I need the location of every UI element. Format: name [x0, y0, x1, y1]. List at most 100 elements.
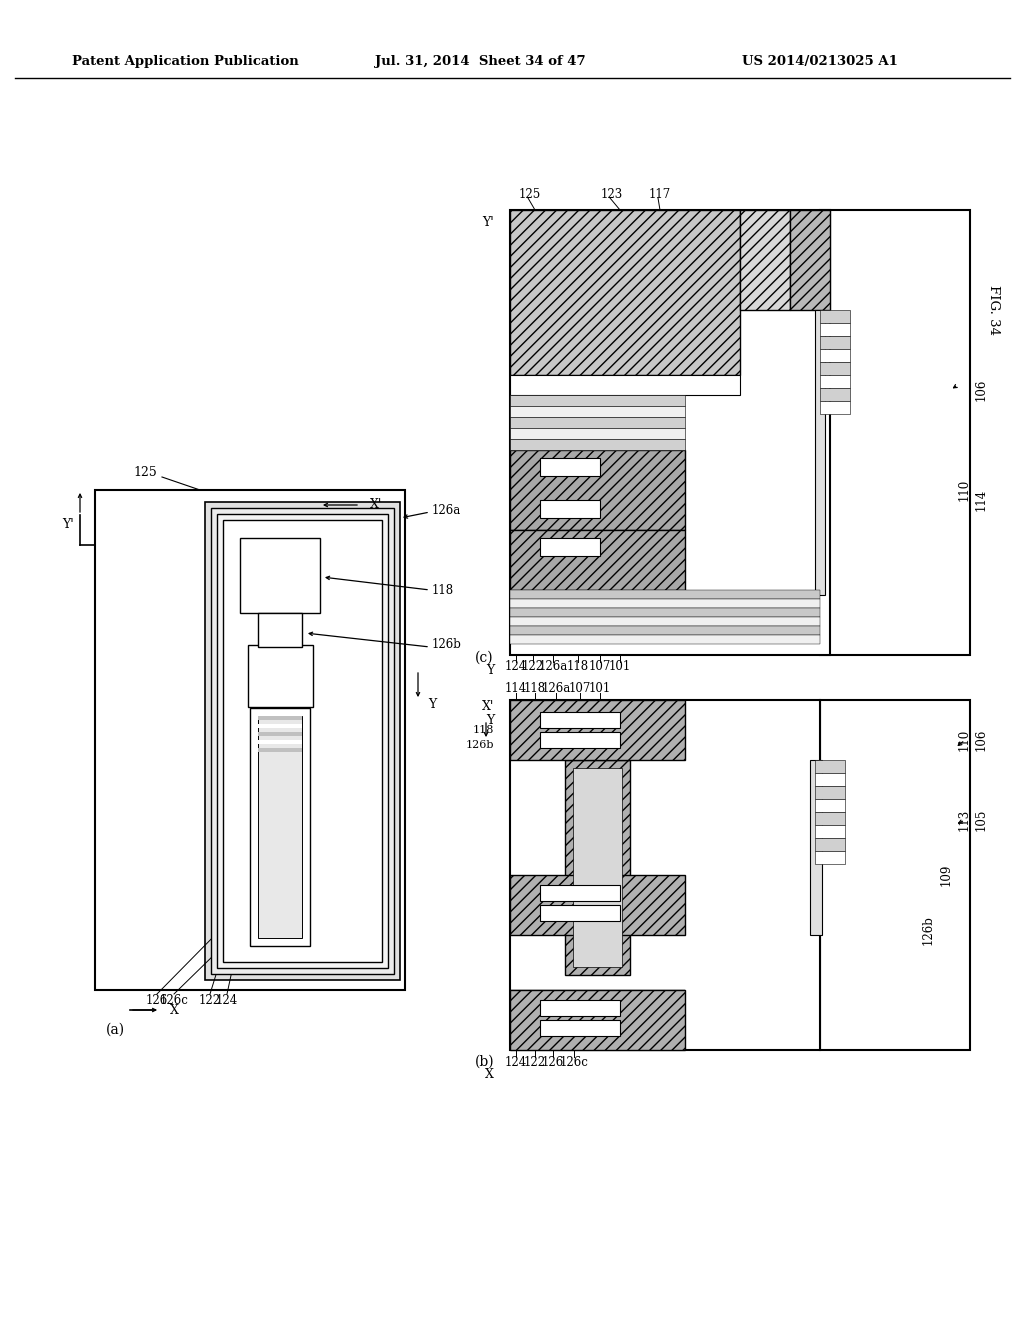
Bar [510, 875, 685, 935]
Text: 124: 124 [216, 994, 239, 1006]
Text: X': X' [481, 700, 494, 713]
Text: Y: Y [485, 714, 494, 726]
Bar [258, 733, 302, 737]
Bar [510, 700, 685, 710]
Bar [510, 440, 685, 450]
Bar [540, 458, 600, 477]
Bar [820, 210, 970, 655]
Bar [540, 711, 620, 729]
Text: (b): (b) [474, 1055, 494, 1069]
Bar [815, 838, 845, 851]
Bar [540, 733, 620, 748]
Text: Patent Application Publication: Patent Application Publication [72, 55, 298, 69]
Text: 107: 107 [568, 681, 591, 694]
Bar [510, 700, 820, 1049]
Bar [510, 1001, 685, 1010]
Bar [510, 599, 820, 609]
Bar [820, 323, 850, 337]
Text: (a): (a) [105, 1023, 125, 1038]
Bar [510, 990, 685, 1001]
Bar [510, 450, 685, 531]
Bar [815, 851, 845, 865]
Bar [820, 337, 850, 348]
Text: 124: 124 [505, 1056, 527, 1068]
Text: 101: 101 [589, 681, 611, 694]
Text: 117: 117 [649, 187, 671, 201]
Bar [815, 774, 845, 785]
Text: 124: 124 [505, 660, 527, 673]
Text: X: X [170, 1003, 179, 1016]
Text: 105: 105 [975, 809, 988, 832]
Text: 118: 118 [432, 583, 454, 597]
Bar [258, 715, 302, 939]
Bar [565, 760, 630, 975]
Text: 126b: 126b [432, 639, 462, 652]
Bar [820, 362, 850, 375]
Text: 106: 106 [975, 729, 988, 751]
Bar [510, 1010, 685, 1020]
Text: 125: 125 [519, 187, 541, 201]
Bar [540, 884, 620, 902]
Text: US 2014/0213025 A1: US 2014/0213025 A1 [742, 55, 898, 69]
Bar [820, 348, 850, 362]
Bar [510, 719, 685, 730]
Bar [258, 723, 302, 729]
Bar [510, 750, 685, 760]
Text: 101: 101 [609, 660, 631, 673]
Bar [95, 490, 406, 990]
Bar [510, 1030, 685, 1040]
Bar [258, 612, 302, 647]
Bar [810, 760, 822, 935]
Bar [211, 508, 394, 974]
Bar [540, 1020, 620, 1036]
Text: X: X [485, 1068, 494, 1081]
Text: 118: 118 [524, 681, 546, 694]
Text: 123: 123 [601, 187, 624, 201]
Bar [510, 590, 820, 599]
Text: 126a: 126a [432, 503, 461, 516]
Bar [248, 645, 313, 708]
Text: 126a: 126a [542, 681, 570, 694]
Bar [510, 710, 685, 719]
Bar [820, 401, 850, 414]
Text: 106: 106 [975, 379, 988, 401]
Bar [510, 730, 685, 741]
Bar [510, 210, 830, 655]
Text: 114: 114 [975, 488, 988, 511]
Bar [510, 1020, 685, 1030]
Bar [510, 635, 820, 644]
Bar [790, 210, 830, 310]
Text: 107: 107 [589, 660, 611, 673]
Text: Jul. 31, 2014  Sheet 34 of 47: Jul. 31, 2014 Sheet 34 of 47 [375, 55, 586, 69]
Bar [510, 626, 820, 635]
Text: Y': Y' [62, 519, 74, 532]
Text: Y: Y [485, 664, 494, 676]
Text: 114: 114 [505, 681, 527, 694]
Bar [217, 513, 388, 968]
Text: 126: 126 [145, 994, 168, 1006]
Text: 109: 109 [940, 863, 953, 886]
Bar [510, 428, 685, 440]
Bar [510, 616, 820, 626]
Bar [240, 539, 319, 612]
Bar [820, 388, 850, 401]
Bar [510, 395, 685, 407]
Text: 126b: 126b [922, 915, 935, 945]
Text: FIG. 34: FIG. 34 [986, 285, 999, 335]
Bar [510, 407, 685, 417]
Bar [510, 700, 685, 760]
Text: X': X' [370, 499, 382, 511]
Text: 126b: 126b [466, 741, 494, 750]
Bar [250, 708, 310, 946]
Bar [815, 760, 845, 774]
Bar [258, 741, 302, 744]
Bar [510, 375, 740, 395]
Text: 126a: 126a [539, 660, 567, 673]
Bar [820, 310, 850, 323]
Bar [540, 539, 600, 556]
Text: 122: 122 [199, 994, 221, 1006]
Bar [510, 1040, 685, 1049]
Bar [815, 825, 845, 838]
Text: 118: 118 [567, 660, 589, 673]
Bar [540, 906, 620, 921]
